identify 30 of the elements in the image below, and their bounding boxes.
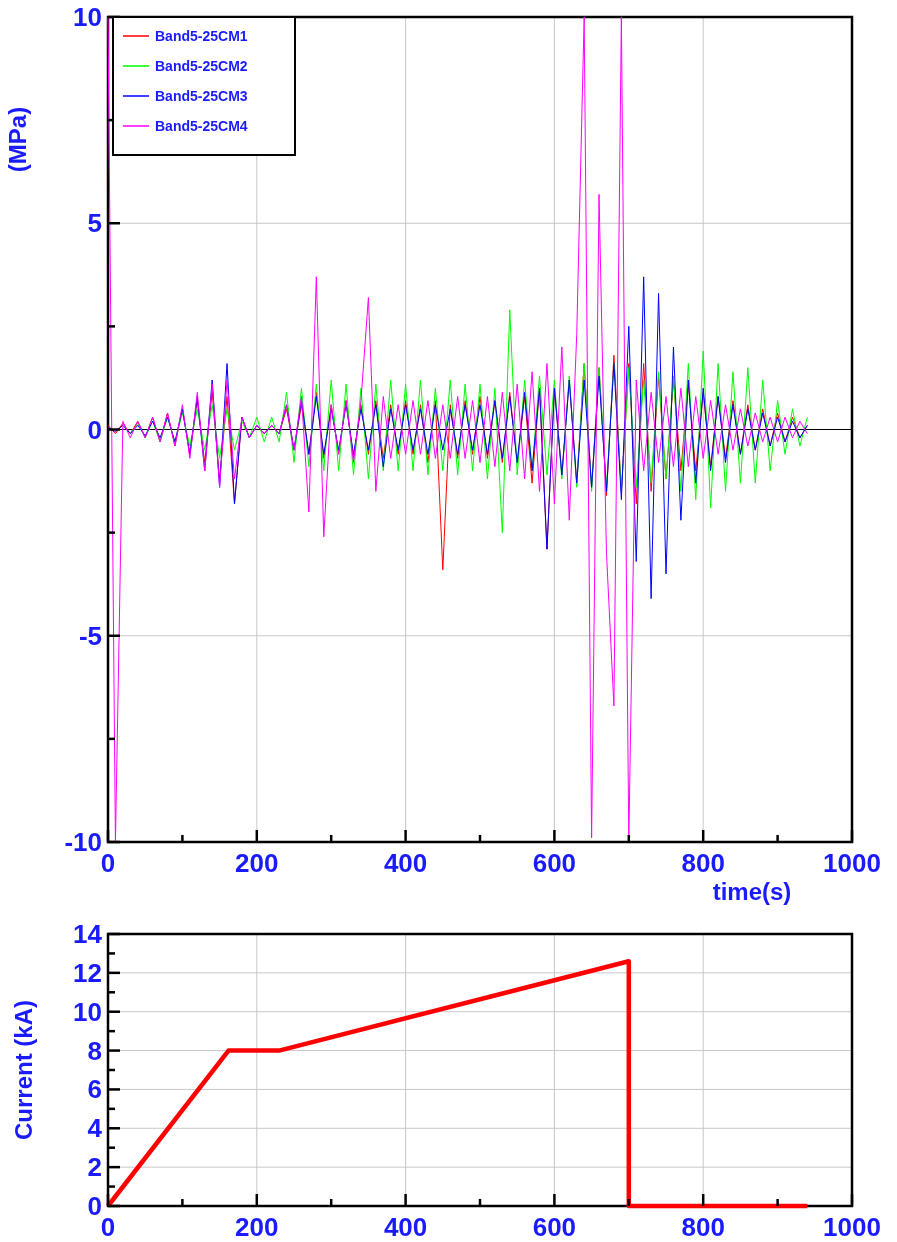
x-tick-label: 400 (383, 848, 428, 878)
y-tick-label: 4 (87, 1113, 103, 1144)
x-tick-label: 800 (681, 848, 725, 878)
x-tick-label: 600 (532, 1212, 577, 1242)
y-axis-title: (MPa) (4, 106, 31, 173)
x-tick-label: 600 (532, 848, 577, 878)
y-tick-label: 8 (87, 1035, 102, 1066)
y-tick-label: -10 (64, 827, 102, 857)
x-tick-label: 200 (235, 1212, 279, 1242)
x-tick-label: 400 (383, 1212, 428, 1242)
y-axis-title: Current (kA) (10, 999, 37, 1141)
y-tick-label: 5 (87, 208, 102, 239)
x-tick-label: 1000 (823, 848, 881, 878)
x-axis-title: time(s) (712, 878, 792, 905)
y-tick-label: -5 (78, 620, 102, 651)
y-tick-label: 6 (87, 1074, 102, 1105)
y-tick-label: 14 (73, 919, 103, 949)
y-tick-label: 10 (73, 2, 102, 32)
legend-label: Band5-25CM1 (155, 28, 248, 44)
legend-label: Band5-25CM2 (155, 58, 248, 74)
x-tick-label: 1000 (823, 1212, 881, 1242)
x-tick-label: 200 (235, 848, 279, 878)
y-tick-label: 12 (73, 957, 102, 988)
y-tick-label: 0 (87, 1191, 102, 1221)
x-tick-label: 800 (681, 1212, 725, 1242)
legend-label: Band5-25CM4 (155, 118, 248, 134)
y-tick-label: 0 (87, 414, 102, 445)
legend-label: Band5-25CM3 (155, 88, 248, 104)
y-tick-label: 2 (87, 1152, 102, 1183)
y-tick-label: 10 (73, 996, 102, 1027)
